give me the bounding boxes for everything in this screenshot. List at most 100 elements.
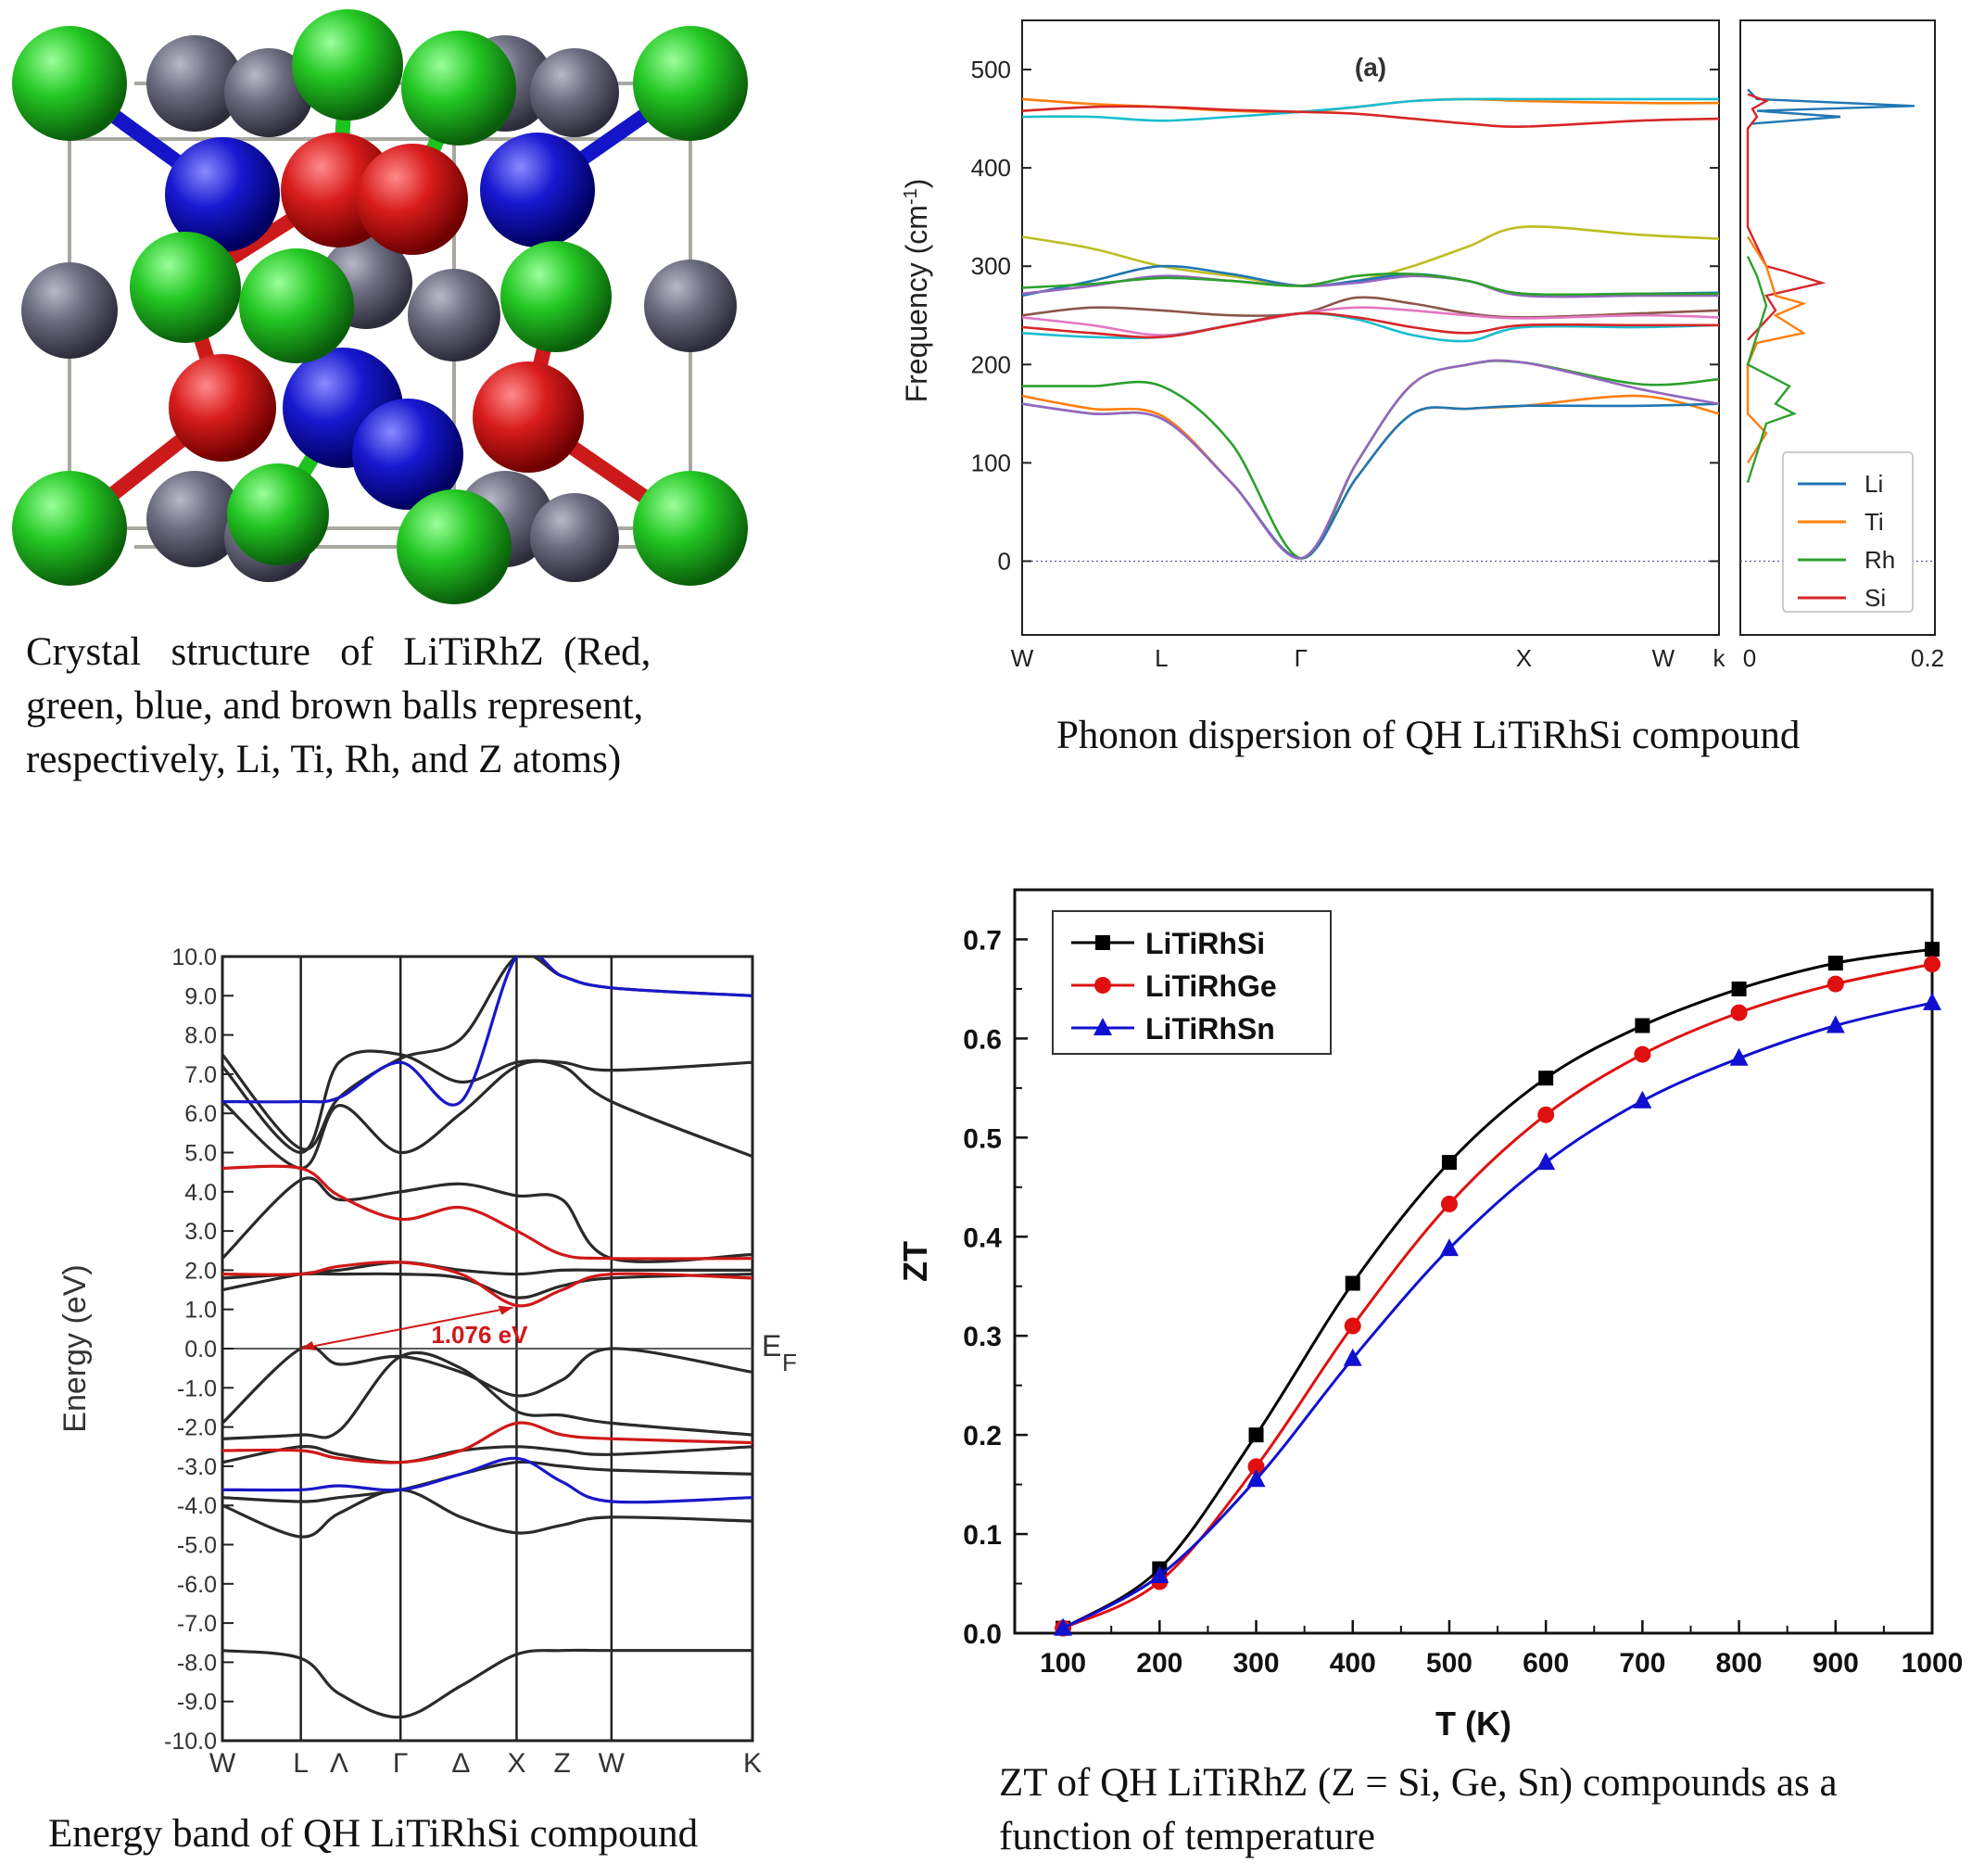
band-ytick-label: -10.0 (164, 1729, 217, 1755)
zt-xtick-label: 900 (1813, 1648, 1859, 1679)
band-ylabel: Energy (eV) (57, 1264, 93, 1432)
band-gap-annotation: 1.076 eV (431, 1321, 528, 1349)
z-atom (408, 269, 500, 361)
zt-ytick-label: 0.4 (963, 1223, 1002, 1253)
ti-atom (401, 31, 516, 146)
ti-atom (633, 471, 748, 586)
band-xtick-label: W (599, 1748, 626, 1779)
crystal-structure-image (12, 9, 748, 604)
zt-point-LiTiRhSi (1441, 1155, 1457, 1171)
band-line-4 (222, 1350, 752, 1440)
phonon-xtick-label: L (1155, 644, 1168, 672)
zt-point-LiTiRhGe (1344, 1317, 1361, 1335)
band-line-12 (222, 1164, 752, 1261)
phonon-xtick-label: X (1516, 644, 1532, 672)
zt-point-LiTiRhSi (1827, 956, 1843, 971)
band-ytick-label: -5.0 (177, 1533, 217, 1559)
phonon-dos-curve-3 (1746, 256, 1797, 483)
band-xtick-label: L (293, 1748, 309, 1779)
zt-point-LiTiRhSn (1150, 1565, 1169, 1583)
zt-point-LiTiRhGe (1924, 956, 1940, 973)
z-atom (530, 493, 619, 582)
ti-atom (12, 26, 127, 141)
zt-ytick-label: 0.0 (963, 1619, 1002, 1650)
phonon-branch-10 (1021, 311, 1719, 339)
zt-point-LiTiRhSi (1731, 981, 1747, 996)
band-fermi-label: E (762, 1329, 781, 1363)
z-atom (146, 471, 243, 567)
band-line-1 (222, 1488, 752, 1539)
phonon-branch-5 (1021, 274, 1719, 298)
zt-point-LiTiRhGe (1827, 975, 1844, 993)
ti-atom (397, 489, 512, 604)
band-line-10 (222, 1049, 752, 1155)
zt-legend-marker (1094, 977, 1111, 994)
zt-point-LiTiRhSi (1635, 1018, 1650, 1033)
ti-atom (239, 248, 354, 363)
phonon-branch-13 (1021, 402, 1720, 560)
zt-point-LiTiRhSi (1538, 1071, 1554, 1086)
zt-legend-label: LiTiRhGe (1145, 970, 1277, 1003)
zt-line-LiTiRhSi (1062, 947, 1933, 1629)
band-ytick-label: 1.0 (184, 1298, 217, 1324)
ti-atom (500, 241, 612, 352)
zt-point-LiTiRhGe (1247, 1458, 1265, 1476)
zt-point-LiTiRhSi (1925, 942, 1940, 957)
band-ytick-label: 6.0 (184, 1101, 217, 1127)
phonon-dos-xtick-label: 0.2 (1911, 644, 1944, 672)
band-line-13 (222, 1261, 752, 1308)
zt-point-LiTiRhSn (1439, 1238, 1459, 1257)
phonon-legend-label: Rh (1865, 546, 1895, 574)
phonon-branch-14 (1021, 359, 1720, 560)
band-structure-chart: 10.0 9.0 8.0 7.0 6.0 5.0 4.0 3.0 2.0 1.0 0.0 -1.0 -2… (57, 944, 797, 1779)
band-line-9 (222, 1059, 752, 1171)
band-panel: 10.0 9.0 8.0 7.0 6.0 5.0 4.0 3.0 2.0 1.0 0.0 -1.0 -2… (0, 918, 834, 1876)
zt-ytick-label: 0.7 (963, 925, 1002, 956)
zt-point-LiTiRhGe (1634, 1046, 1651, 1063)
zt-point-LiTiRhGe (1730, 1004, 1748, 1021)
z-atom (21, 262, 118, 359)
band-xtick-label: Δ (451, 1748, 470, 1779)
zt-ytick-label: 0.2 (963, 1421, 1002, 1451)
zt-point-LiTiRhGe (1440, 1195, 1458, 1212)
band-line-15 (222, 1456, 752, 1504)
zt-xtick-label: 700 (1619, 1648, 1665, 1679)
band-fermi-sub: F (782, 1349, 797, 1376)
band-gap-arrowtail (300, 1341, 316, 1350)
band-line-14 (222, 1421, 752, 1464)
phonon-panel-label: (a) (1355, 53, 1386, 82)
zt-point-LiTiRhSn (1923, 992, 1941, 1010)
band-ytick-label: 10.0 (171, 944, 217, 970)
ti-atom (633, 26, 748, 141)
phonon-xtick-label: k (1713, 644, 1726, 672)
crystal-panel: Crystal structure of LiTiRhZ (Red, green… (0, 0, 760, 781)
band-ytick-label: -3.0 (177, 1454, 217, 1480)
band-ytick-label: 8.0 (184, 1023, 217, 1049)
band-line-0 (222, 1648, 752, 1719)
zt-legend-marker (1093, 1018, 1112, 1035)
band-ytick-label: -1.0 (177, 1375, 217, 1401)
band-xtick-label: Z (553, 1748, 570, 1779)
ti-atom (292, 9, 403, 120)
zt-ytick-label: 0.6 (963, 1024, 1002, 1055)
phonon-xtick-label: W (1011, 644, 1034, 672)
zt-point-LiTiRhSi (1345, 1275, 1360, 1291)
band-xtick-label: Λ (330, 1748, 348, 1779)
phonon-branch-8 (1021, 306, 1720, 336)
zt-xtick-label: 1000 (1902, 1648, 1964, 1679)
phonon-legend-label: Si (1865, 584, 1886, 612)
zt-legend-label: LiTiRhSi (1145, 927, 1265, 960)
zt-point-LiTiRhSn (1826, 1015, 1845, 1033)
phonon-dos-frame (1739, 19, 1936, 636)
zt-point-LiTiRhSn (1343, 1348, 1362, 1366)
z-atom (224, 48, 313, 137)
band-ytick-label: -7.0 (177, 1611, 217, 1637)
phonon-branch-2 (1021, 105, 1720, 128)
band-ytick-label: -9.0 (177, 1690, 217, 1716)
phonon-branch-3 (1021, 225, 1720, 287)
phonon-dos-xtick-label: 0 (1743, 644, 1756, 672)
zt-ytick-label: 0.5 (963, 1123, 1002, 1154)
band-caption: Energy band of QH LiTiRhSi compound (48, 1812, 699, 1856)
zt-caption: ZT of QH LiTiRhZ (Z = Si, Ge, Sn) compou… (999, 1756, 1963, 1864)
